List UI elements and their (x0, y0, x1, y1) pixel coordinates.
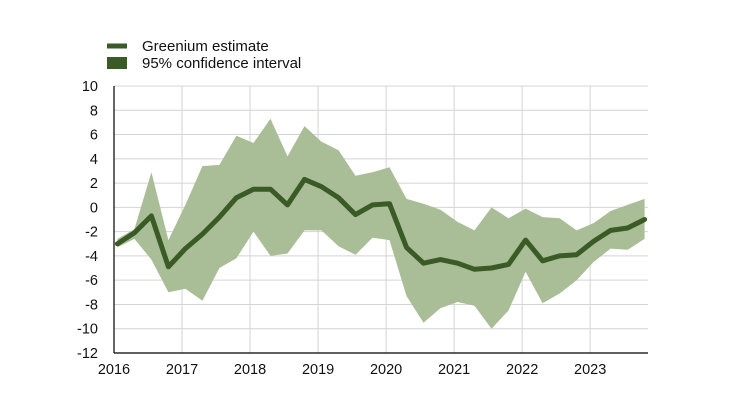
x-tick-label: 2017 (166, 362, 198, 378)
greenium-line-layer (114, 176, 648, 272)
y-tick-label: 8 (90, 103, 98, 119)
x-tick-label: 2023 (574, 362, 606, 378)
y-tick-label: 2 (90, 176, 98, 192)
y-tick-label: -10 (77, 322, 98, 338)
y-tick-label: -8 (85, 297, 98, 313)
x-tick-label: 2016 (98, 362, 130, 378)
y-tick-label: -12 (77, 346, 98, 362)
y-tick-label: -6 (85, 273, 98, 289)
x-tick-label: 2018 (234, 362, 266, 378)
x-tick-label: 2022 (506, 362, 538, 378)
y-tick-label: -2 (85, 225, 98, 241)
greenium-estimate-line (114, 176, 648, 272)
y-tick-label: 0 (90, 200, 98, 216)
x-tick-label: 2021 (438, 362, 470, 378)
y-tick-label: 4 (90, 152, 98, 168)
legend-label: 95% confidence interval (142, 55, 301, 72)
y-tick-label: -4 (85, 249, 98, 265)
confidence-interval-band (117, 118, 645, 329)
legend-area-swatch (107, 57, 127, 69)
x-tick-label: 2019 (302, 362, 334, 378)
y-tick-label: 6 (90, 128, 98, 144)
x-tick-label: 2020 (370, 362, 402, 378)
legend-label: Greenium estimate (142, 38, 269, 55)
y-tick-label: 10 (82, 79, 98, 95)
legend-line-swatch (107, 43, 127, 49)
confidence-band-layer (117, 118, 645, 329)
